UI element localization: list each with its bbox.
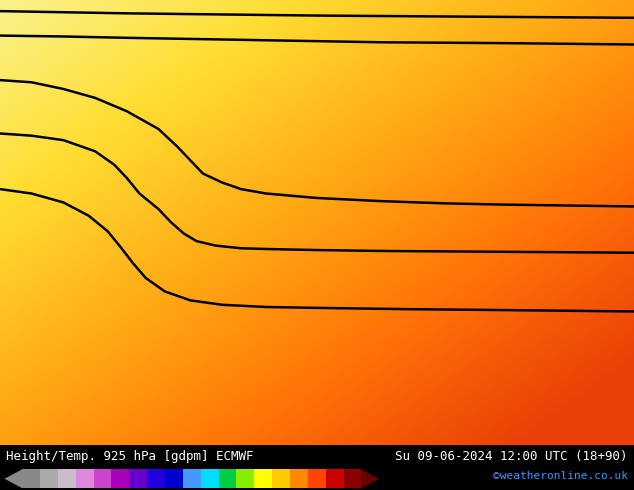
Bar — [165, 469, 183, 488]
Bar — [22, 469, 40, 488]
Text: Height/Temp. 925 hPa [gdpm] ECMWF: Height/Temp. 925 hPa [gdpm] ECMWF — [6, 450, 254, 464]
Bar — [112, 469, 129, 488]
Bar — [147, 469, 165, 488]
Polygon shape — [361, 469, 379, 488]
Bar — [326, 469, 344, 488]
Bar — [344, 469, 361, 488]
Bar — [201, 469, 219, 488]
Bar — [219, 469, 236, 488]
Bar — [308, 469, 326, 488]
Bar — [129, 469, 147, 488]
Bar — [40, 469, 58, 488]
Bar — [58, 469, 75, 488]
Bar — [254, 469, 272, 488]
Bar — [75, 469, 94, 488]
Bar — [94, 469, 112, 488]
Polygon shape — [4, 469, 22, 488]
Bar — [236, 469, 254, 488]
Bar — [272, 469, 290, 488]
Bar — [290, 469, 308, 488]
Text: ©weatheronline.co.uk: ©weatheronline.co.uk — [493, 471, 628, 482]
Text: Su 09-06-2024 12:00 UTC (18+90): Su 09-06-2024 12:00 UTC (18+90) — [395, 450, 628, 464]
Bar — [183, 469, 201, 488]
